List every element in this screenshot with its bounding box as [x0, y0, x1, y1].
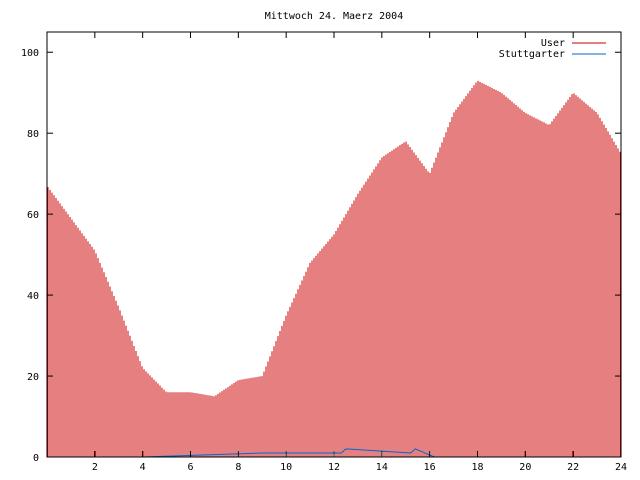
x-tick-label: 14: [376, 462, 388, 473]
stuttgarter-line: [47, 448, 621, 458]
x-tick-label: 22: [567, 462, 579, 473]
x-tick-label: 20: [519, 462, 531, 473]
legend-label-user: User: [541, 38, 565, 49]
x-tick-label: 4: [140, 462, 146, 473]
x-tick-label: 16: [424, 462, 436, 473]
x-tick-label: 18: [471, 462, 483, 473]
y-tick-label: 100: [21, 48, 39, 59]
y-tick-label: 20: [27, 372, 39, 383]
legend-label-stuttgarter: Stuttgarter: [499, 49, 565, 60]
x-axis: 2 4 6 8 10 12 14 16 18 20 22 24: [92, 32, 627, 473]
y-axis: 0 20 40 60 80 100: [21, 48, 621, 464]
chart-title: Mittwoch 24. Maerz 2004: [265, 11, 403, 22]
x-tick-label: 12: [328, 462, 340, 473]
x-tick-label: 8: [235, 462, 241, 473]
x-tick-label: 10: [280, 462, 292, 473]
y-tick-label: 80: [27, 129, 39, 140]
stuttgarter-series: [47, 448, 621, 458]
x-tick-label: 2: [92, 462, 98, 473]
y-tick-label: 60: [27, 210, 39, 221]
x-tick-label: 24: [615, 462, 627, 473]
x-tick-label: 6: [187, 462, 193, 473]
y-tick-label: 0: [33, 453, 39, 464]
user-series: [47, 80, 621, 457]
y-tick-label: 40: [27, 291, 39, 302]
legend: User Stuttgarter: [499, 38, 606, 60]
